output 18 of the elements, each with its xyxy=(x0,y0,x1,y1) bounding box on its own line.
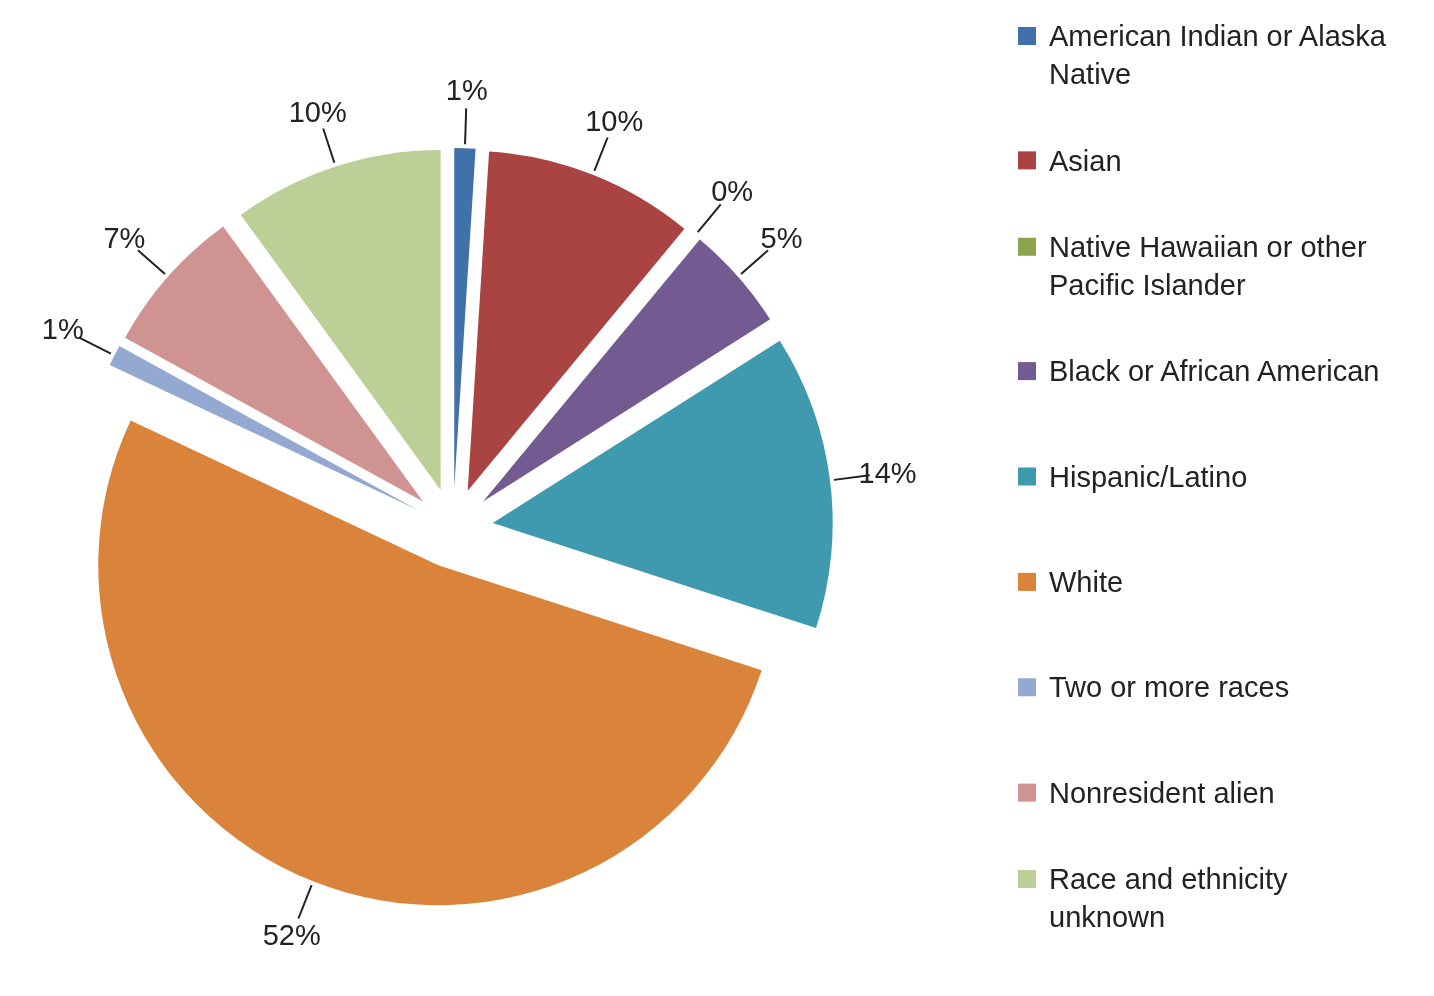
legend-label: Nonresident alien xyxy=(1049,776,1275,809)
data-label: 52% xyxy=(262,919,321,952)
legend-label: Native Hawaiian or other Pacific Islander xyxy=(1049,230,1367,301)
text: 0% xyxy=(711,174,754,207)
legend-label: Race and ethnicity unknown xyxy=(1049,863,1289,934)
legend-label: White xyxy=(1049,566,1124,599)
data-label: 5% xyxy=(760,222,803,255)
data-label: 1% xyxy=(41,313,84,346)
data-label: 14% xyxy=(858,457,917,490)
data-label: 1% xyxy=(445,74,488,107)
legend-label: American Indian or Alaska Native xyxy=(1049,20,1387,91)
data-label: 10% xyxy=(585,104,644,137)
legend-label: Asian xyxy=(1049,144,1122,177)
legend-label: Hispanic/Latino xyxy=(1049,460,1248,493)
legend-label: Black or African American xyxy=(1049,355,1380,388)
data-label: 10% xyxy=(288,95,347,128)
data-label: 7% xyxy=(103,222,146,255)
legend-label: Two or more races xyxy=(1049,671,1290,704)
